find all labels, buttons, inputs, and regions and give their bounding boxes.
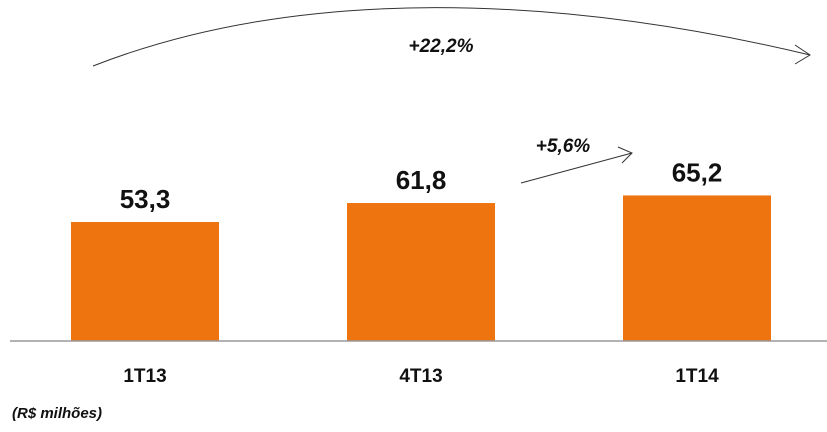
- category-label-4T13: 4T13: [399, 366, 442, 387]
- category-labels: 1T13 4T13 1T14: [123, 366, 719, 387]
- growth-arrow-long-head: [794, 44, 811, 65]
- growth-arrow-short: [520, 152, 633, 184]
- category-label-1T13: 1T13: [123, 366, 166, 387]
- labels-group: 53,3 61,8 65,2: [120, 157, 723, 214]
- category-label-1T14: 1T14: [675, 366, 719, 387]
- value-label-4T13: 61,8: [396, 165, 447, 195]
- growth-arrow-short-head: [617, 146, 633, 164]
- growth-annotation-long: +22,2%: [409, 36, 474, 57]
- bar-1T13: [71, 222, 219, 341]
- growth-annotation-short: +5,6%: [536, 136, 591, 157]
- growth-arrow-long: [92, 7, 811, 67]
- value-label-1T14: 65,2: [672, 157, 723, 187]
- bar-4T13: [347, 203, 495, 341]
- bars-group: [71, 195, 771, 341]
- unit-note: (R$ milhões): [12, 405, 102, 422]
- bar-1T14: [623, 195, 771, 341]
- value-label-1T13: 53,3: [120, 184, 171, 214]
